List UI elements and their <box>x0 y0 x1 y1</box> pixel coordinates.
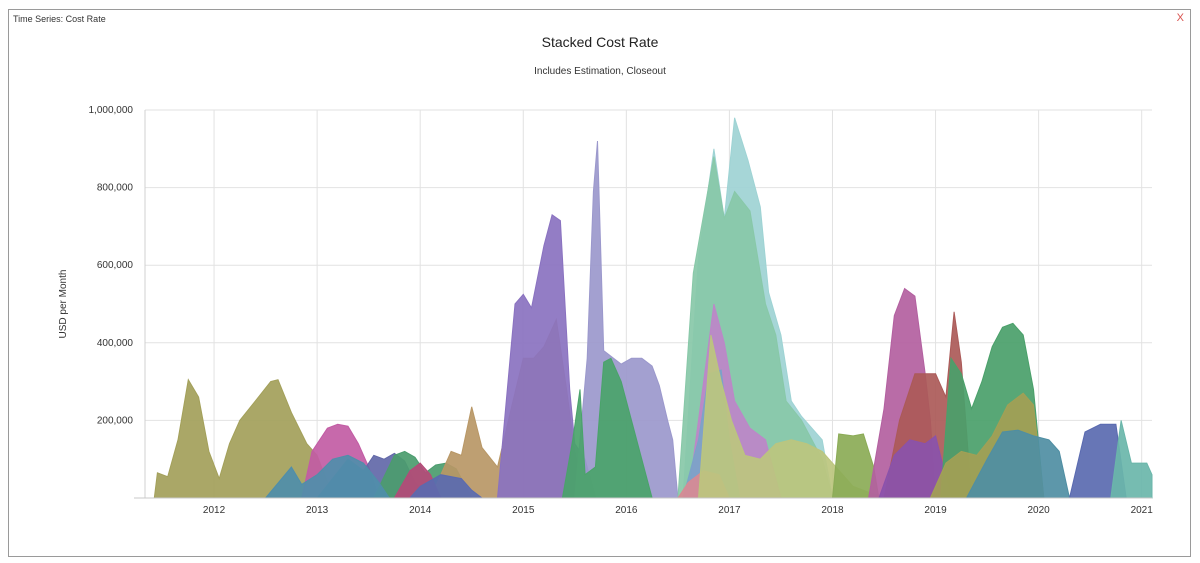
area-series <box>153 117 1153 499</box>
area-series-8 <box>561 357 653 499</box>
x-tick-label: 2018 <box>821 505 844 516</box>
y-tick-label: 200,000 <box>97 415 134 426</box>
x-tick-label: 2020 <box>1027 505 1050 516</box>
x-tick-label: 2014 <box>409 505 432 516</box>
y-tick-label: 400,000 <box>97 338 134 349</box>
x-tick-label: 2021 <box>1131 505 1154 516</box>
area-series-21 <box>965 429 1071 499</box>
area-series-24 <box>264 454 391 499</box>
x-tick-label: 2012 <box>203 505 226 516</box>
window-title: Time Series: Cost Rate <box>13 14 106 24</box>
x-tick-label: 2016 <box>615 505 638 516</box>
x-tick-label: 2013 <box>306 505 329 516</box>
y-tick-label: 600,000 <box>97 260 134 271</box>
x-tick-label: 2017 <box>718 505 741 516</box>
axes: 200,000 400,000 600,000 800,000 1,000,000 201… <box>89 105 1154 516</box>
y-axis-label: USD per Month <box>58 270 69 339</box>
close-button[interactable]: X <box>1176 12 1184 24</box>
chart-title: Stacked Cost Rate <box>541 34 659 50</box>
y-tick-label: 1,000,000 <box>89 105 134 116</box>
x-tick-label: 2019 <box>924 505 947 516</box>
y-tick-label: 800,000 <box>97 183 134 194</box>
chart-subtitle: Includes Estimation, Closeout <box>534 66 666 77</box>
x-tick-label: 2015 <box>512 505 535 516</box>
